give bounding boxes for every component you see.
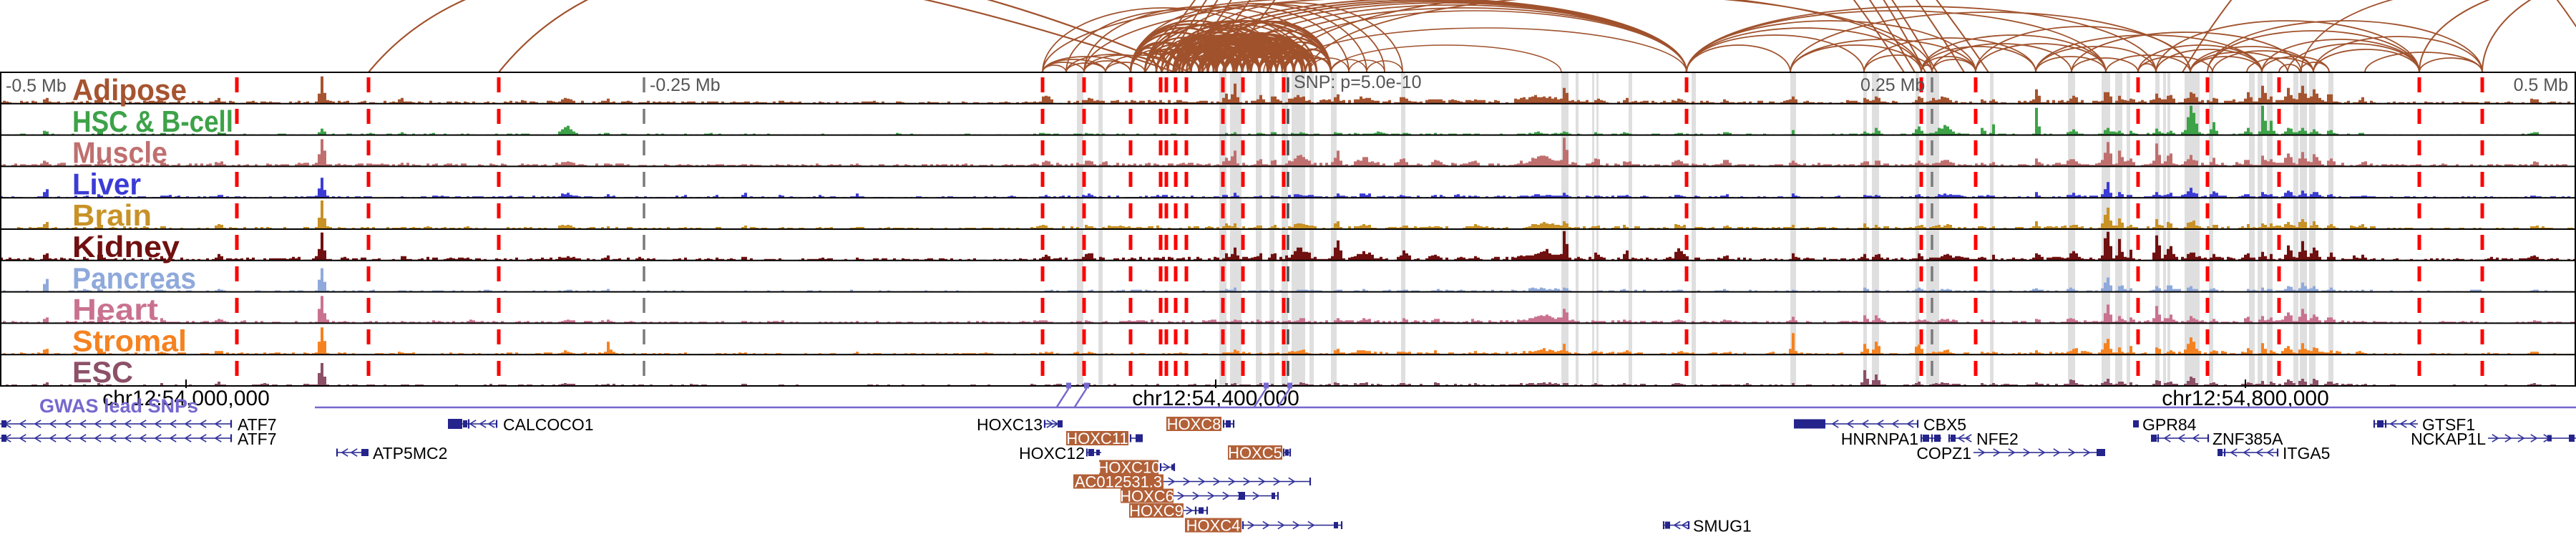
svg-text:-0.25 Mb: -0.25 Mb bbox=[650, 75, 721, 95]
svg-text:CALCOCO1: CALCOCO1 bbox=[503, 415, 594, 434]
svg-text:ZNF385A: ZNF385A bbox=[2212, 430, 2283, 448]
svg-text:ESC: ESC bbox=[72, 355, 133, 389]
svg-text:GTSF1: GTSF1 bbox=[2422, 415, 2475, 434]
svg-text:HOXC6: HOXC6 bbox=[1120, 488, 1174, 505]
svg-text:CBX5: CBX5 bbox=[1923, 415, 1966, 434]
svg-text:HOXC9: HOXC9 bbox=[1129, 502, 1184, 520]
svg-text:NFE2: NFE2 bbox=[1976, 430, 2019, 448]
svg-text:HNRNPA1: HNRNPA1 bbox=[1841, 430, 1918, 448]
svg-text:HOXC8: HOXC8 bbox=[1167, 415, 1221, 433]
svg-text:chr12:54,800,000: chr12:54,800,000 bbox=[2162, 387, 2329, 410]
svg-text:0.5 Mb: 0.5 Mb bbox=[2514, 75, 2568, 95]
svg-text:NCKAP1L: NCKAP1L bbox=[2411, 430, 2486, 448]
svg-text:HSC & B-cell: HSC & B-cell bbox=[72, 105, 233, 138]
svg-text:HOXC13: HOXC13 bbox=[977, 415, 1043, 434]
svg-text:-0.5 Mb: -0.5 Mb bbox=[6, 76, 67, 96]
svg-text:Kidney: Kidney bbox=[72, 230, 180, 263]
svg-text:Adipose: Adipose bbox=[72, 73, 187, 107]
svg-text:chr12:54,400,000: chr12:54,400,000 bbox=[1132, 387, 1299, 410]
svg-text:HOXC5: HOXC5 bbox=[1228, 444, 1282, 462]
svg-text:HOXC4: HOXC4 bbox=[1186, 517, 1241, 535]
svg-text:0.25 Mb: 0.25 Mb bbox=[1860, 75, 1925, 95]
svg-text:Pancreas: Pancreas bbox=[72, 261, 196, 295]
svg-text:HOXC12: HOXC12 bbox=[1019, 444, 1085, 463]
svg-text:ATF7: ATF7 bbox=[238, 415, 277, 434]
svg-text:ATP5MC2: ATP5MC2 bbox=[373, 444, 447, 463]
svg-text:SMUG1: SMUG1 bbox=[1693, 517, 1752, 536]
svg-text:Heart: Heart bbox=[72, 293, 158, 326]
svg-text:SNP: p=5.0e-10: SNP: p=5.0e-10 bbox=[1294, 72, 1422, 92]
svg-text:Stromal: Stromal bbox=[72, 324, 187, 357]
svg-text:Muscle: Muscle bbox=[72, 136, 167, 170]
svg-text:ITGA5: ITGA5 bbox=[2283, 444, 2330, 463]
svg-text:GWAS lead SNPs: GWAS lead SNPs bbox=[39, 395, 198, 417]
svg-text:HOXC11: HOXC11 bbox=[1066, 430, 1128, 448]
svg-text:AC012531.3: AC012531.3 bbox=[1075, 473, 1162, 491]
svg-text:GPR84: GPR84 bbox=[2142, 415, 2197, 434]
svg-text:Liver: Liver bbox=[72, 167, 141, 200]
svg-text:Brain: Brain bbox=[72, 198, 152, 232]
svg-text:chr12:54,000,000: chr12:54,000,000 bbox=[102, 387, 270, 410]
svg-text:COPZ1: COPZ1 bbox=[1916, 444, 1971, 463]
svg-text:ATF7: ATF7 bbox=[238, 430, 277, 448]
svg-text:HOXC10: HOXC10 bbox=[1097, 459, 1160, 477]
